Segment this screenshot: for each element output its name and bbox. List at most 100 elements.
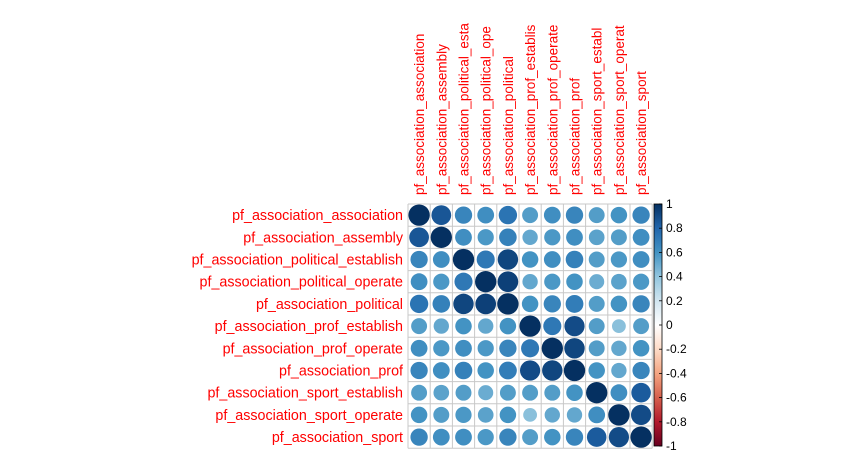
correlation-circle bbox=[475, 293, 497, 315]
correlation-circle bbox=[522, 207, 539, 224]
correlation-grid bbox=[407, 203, 653, 449]
color-bar-tick-label: 0.4 bbox=[666, 270, 683, 284]
column-labels: pf_association_association pf_association… bbox=[412, 23, 649, 195]
correlation-circle bbox=[588, 318, 605, 335]
correlation-circle bbox=[455, 339, 472, 357]
correlation-circle bbox=[522, 384, 539, 401]
correlation-circle bbox=[455, 317, 472, 335]
correlation-circle bbox=[632, 228, 650, 246]
correlation-circle bbox=[478, 385, 494, 401]
correlation-circle bbox=[544, 273, 561, 290]
correlation-circle bbox=[588, 251, 605, 268]
correlation-circle bbox=[499, 228, 517, 247]
correlation-circle bbox=[589, 274, 605, 290]
correlation-circle bbox=[433, 340, 450, 357]
correlation-circle bbox=[455, 228, 472, 246]
correlation-circle bbox=[610, 206, 628, 224]
row-label: pf_association_sport_establish bbox=[207, 386, 403, 402]
correlation-circle bbox=[588, 340, 605, 357]
correlation-circle bbox=[453, 293, 474, 315]
correlation-circle bbox=[565, 428, 584, 446]
correlation-circle bbox=[543, 206, 561, 224]
row-label: pf_association_prof bbox=[279, 364, 403, 380]
correlation-circle bbox=[632, 273, 650, 290]
row-label: pf_association_sport bbox=[272, 430, 403, 446]
correlation-circle bbox=[477, 229, 494, 246]
correlation-circle bbox=[610, 384, 628, 402]
correlation-circle bbox=[433, 406, 450, 423]
correlation-circle bbox=[433, 384, 450, 401]
color-bar-tick-label: -1 bbox=[666, 439, 677, 453]
column-label: pf_association_association bbox=[412, 34, 427, 195]
color-bar-tick-label: -0.4 bbox=[666, 366, 687, 380]
column-label: pf_association_prof_establis bbox=[523, 24, 538, 195]
color-bar-tick-label: 0.8 bbox=[666, 221, 683, 235]
correlation-circle bbox=[477, 362, 494, 379]
correlation-circle bbox=[519, 360, 541, 381]
correlation-circle bbox=[477, 340, 494, 357]
correlation-circles bbox=[408, 204, 652, 448]
correlation-circle bbox=[543, 295, 561, 313]
correlation-circle bbox=[565, 206, 584, 224]
correlation-circle bbox=[409, 227, 429, 248]
correlation-circle bbox=[588, 406, 606, 424]
correlation-circle bbox=[498, 361, 517, 380]
color-bar bbox=[654, 204, 662, 446]
correlation-circle bbox=[499, 384, 516, 401]
correlation-circle bbox=[630, 426, 652, 448]
correlation-circle bbox=[454, 206, 473, 224]
correlation-circle bbox=[543, 251, 561, 268]
row-labels: pf_association_association pf_association… bbox=[192, 208, 404, 446]
color-bar-tick-label: 1 bbox=[666, 197, 673, 211]
correlation-circle bbox=[408, 204, 430, 226]
correlation-circle bbox=[432, 295, 451, 313]
correlation-circle bbox=[477, 206, 495, 224]
column-label: pf_association_political_esta bbox=[457, 23, 472, 195]
correlation-circle bbox=[523, 407, 538, 422]
correlation-circle bbox=[410, 406, 428, 424]
correlation-circle bbox=[497, 271, 519, 293]
correlation-circle bbox=[522, 229, 538, 245]
correlation-circle bbox=[499, 339, 517, 357]
correlation-circle bbox=[522, 274, 538, 290]
correlation-circle bbox=[433, 318, 449, 334]
correlation-circle bbox=[566, 407, 583, 423]
correlation-circle bbox=[454, 361, 473, 380]
correlation-circle bbox=[411, 384, 428, 401]
correlation-circle bbox=[565, 294, 584, 313]
correlation-circle bbox=[632, 340, 650, 357]
correlation-circle bbox=[608, 404, 630, 426]
correlation-circle bbox=[477, 407, 494, 423]
correlation-circle bbox=[410, 273, 428, 291]
correlation-circle bbox=[410, 361, 428, 380]
column-label: pf_association_political bbox=[501, 56, 516, 195]
column-label: pf_association_prof_operate bbox=[545, 25, 560, 195]
correlation-circle bbox=[497, 293, 519, 315]
correlation-circle bbox=[455, 384, 472, 401]
correlation-circle bbox=[586, 382, 608, 404]
correlation-circle bbox=[431, 205, 452, 225]
correlation-circle bbox=[499, 406, 517, 424]
correlation-circle bbox=[611, 362, 627, 379]
correlation-circle bbox=[433, 273, 450, 290]
correlation-circle bbox=[543, 317, 562, 336]
row-label: pf_association_prof_establish bbox=[215, 319, 403, 335]
correlation-circle bbox=[610, 251, 628, 268]
correlation-circle bbox=[566, 273, 583, 290]
correlation-circle bbox=[521, 251, 539, 268]
correlation-circle bbox=[544, 384, 561, 401]
correlation-circle bbox=[432, 428, 450, 446]
column-label: pf_association_prof bbox=[568, 78, 583, 195]
correlation-circle bbox=[522, 429, 539, 446]
correlation-circle bbox=[544, 428, 561, 446]
correlation-circle bbox=[544, 407, 560, 423]
column-label: pf_association_assembly bbox=[434, 44, 449, 195]
correlation-circle bbox=[455, 428, 472, 446]
correlation-circle bbox=[565, 250, 584, 269]
correlation-circle bbox=[630, 404, 652, 426]
correlation-circle bbox=[430, 226, 452, 248]
correlation-circle bbox=[610, 229, 627, 246]
correlation-circle bbox=[432, 362, 450, 379]
correlation-circle bbox=[499, 428, 517, 446]
correlation-circle bbox=[563, 359, 586, 382]
